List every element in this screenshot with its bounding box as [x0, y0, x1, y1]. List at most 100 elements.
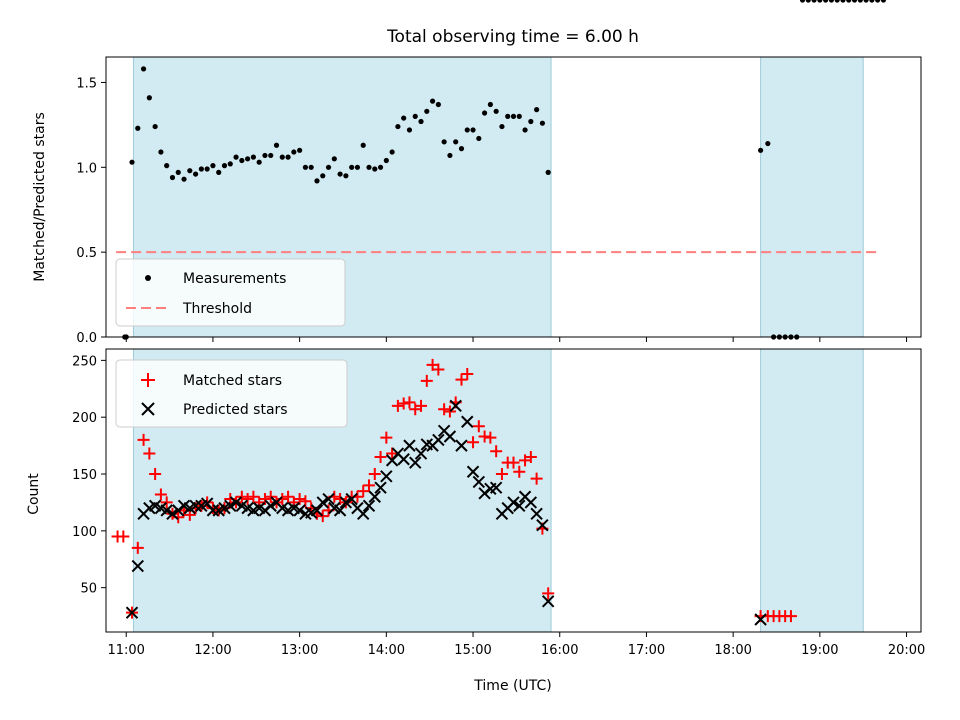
x-tick-label: 13:00 — [281, 643, 318, 658]
measurement-point — [297, 147, 303, 153]
x-tick-label: 19:00 — [801, 643, 838, 658]
legend-marker-measurements — [145, 275, 151, 281]
matched-star-point — [495, 468, 508, 481]
predicted-star-point — [374, 481, 387, 494]
predicted-star-point — [206, 504, 220, 517]
matched-star-point — [478, 430, 491, 443]
matched-star-point — [241, 493, 254, 506]
measurement-point — [453, 139, 459, 145]
measurement-point — [325, 164, 332, 170]
measurement-point — [516, 113, 522, 119]
matched-star-point — [490, 445, 503, 458]
measurement-point — [875, 0, 881, 3]
measurement-point — [389, 149, 395, 155]
measurement-point — [846, 0, 852, 3]
chart-title: Total observing time = 6.00 h — [386, 27, 639, 47]
predicted-star-point — [489, 481, 503, 494]
measurement-point — [863, 0, 869, 3]
matched-star-point — [403, 396, 416, 409]
predicted-star-point — [397, 453, 410, 466]
top-axes-frame — [105, 56, 922, 338]
measurement-point — [216, 169, 222, 175]
measurement-point — [360, 142, 366, 148]
measurement-point — [343, 173, 349, 179]
measurement-point — [129, 159, 135, 165]
predicted-star-point — [131, 559, 144, 573]
measurement-point — [181, 176, 187, 182]
measurement-point — [314, 178, 320, 184]
measurement-point — [337, 171, 343, 177]
measurement-point — [834, 0, 840, 3]
measurement-point — [372, 166, 378, 172]
y-tick-label: 100 — [72, 525, 97, 540]
matched-star-point — [172, 511, 185, 524]
measurement-point — [146, 95, 152, 101]
measurement-point — [811, 0, 817, 3]
legend-label-threshold: Threshold — [182, 301, 252, 317]
measurement-point — [273, 142, 280, 148]
predicted-star-point — [449, 399, 462, 413]
matched-star-point — [391, 399, 404, 412]
matched-star-point — [131, 541, 144, 554]
measurement-point — [817, 0, 823, 3]
measurement-point — [227, 161, 233, 167]
measurement-point — [828, 0, 835, 3]
predicted-star-point — [414, 447, 428, 460]
measurement-point — [349, 164, 355, 170]
matched-star-point — [264, 490, 277, 503]
predicted-star-point — [125, 606, 139, 619]
measurement-point — [221, 163, 228, 169]
bottom-legend: Matched stars Predicted stars — [115, 359, 348, 428]
x-tick-label: 18:00 — [714, 643, 751, 658]
top-legend: Measurements Threshold — [115, 258, 346, 327]
matched-star-point — [117, 530, 130, 543]
measurement-point — [401, 115, 407, 121]
measurement-point — [262, 152, 268, 159]
measurement-point — [481, 110, 488, 116]
measurement-point — [152, 123, 158, 130]
matched-star-point — [276, 493, 289, 506]
predicted-star-point — [524, 496, 538, 509]
bottom-axes-frame — [105, 348, 922, 633]
matched-star-point — [467, 436, 480, 449]
matched-star-point — [443, 405, 456, 418]
measurement-point — [158, 149, 164, 155]
matched-star-point — [380, 431, 393, 444]
matched-star-point — [368, 468, 381, 481]
y-tick-label: 150 — [72, 468, 97, 483]
measurement-point — [429, 98, 436, 104]
measurement-point — [458, 146, 465, 152]
measurement-point — [320, 173, 326, 179]
y-tick-label: 50 — [80, 582, 97, 597]
measurement-point — [840, 0, 846, 3]
measurement-point — [210, 163, 216, 169]
matched-star-point — [137, 433, 150, 446]
top-x-ticks — [125, 337, 908, 342]
measurement-point — [487, 101, 493, 108]
legend-label-matched: Matched stars — [183, 373, 282, 389]
measurement-point — [169, 174, 176, 181]
matched-star-point — [386, 447, 399, 460]
predicted-star-point — [536, 518, 549, 532]
measurement-point — [395, 123, 401, 130]
bottom-legend-box — [115, 359, 348, 428]
top-y-ticks: 0.0 0.5 1.0 1.5 — [76, 76, 106, 346]
matched-star-point — [397, 397, 410, 410]
predicted-star-point — [160, 504, 173, 517]
measurement-point — [493, 108, 499, 114]
measurement-point — [435, 101, 441, 108]
legend-label-predicted: Predicted stars — [183, 402, 288, 418]
predicted-star-point — [229, 496, 243, 509]
measurement-point — [135, 125, 141, 131]
predicted-star-points — [125, 399, 767, 626]
measurement-point — [545, 169, 551, 175]
measurement-point — [140, 66, 147, 72]
matched-star-point — [784, 610, 797, 623]
predicted-star-point — [455, 439, 468, 452]
measurement-point — [302, 164, 309, 170]
x-tick-label: 14:00 — [368, 643, 405, 658]
measurement-point — [505, 113, 511, 119]
matched-star-point — [154, 488, 167, 501]
matched-star-point — [149, 468, 162, 481]
predicted-star-point — [362, 499, 376, 513]
